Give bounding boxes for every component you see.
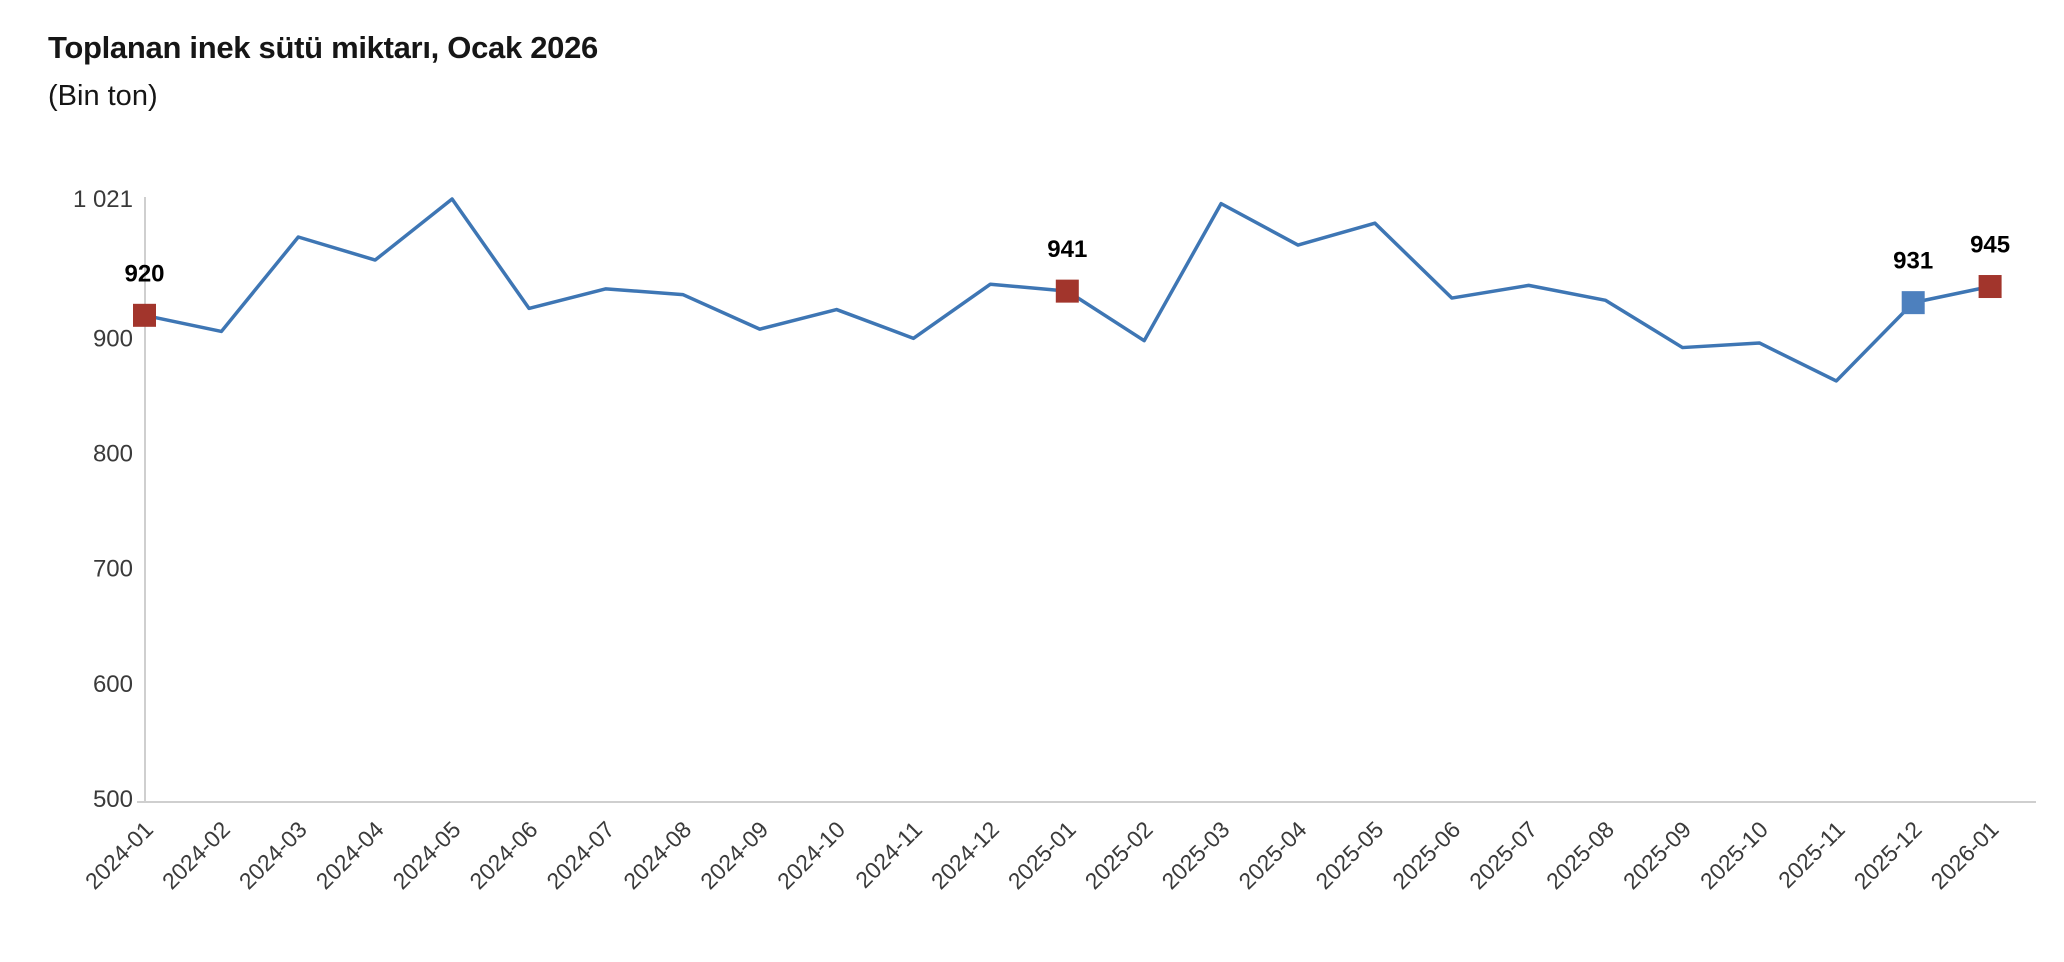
data-point-marker-2025-01[interactable]	[1055, 279, 1079, 303]
x-axis-tick-label: 2024-10	[772, 816, 850, 894]
x-axis-tick-label: 2026-01	[1926, 816, 2004, 894]
x-axis-tick-label: 2025-04	[1233, 816, 1311, 894]
x-axis-tick-label: 2025-05	[1310, 816, 1388, 894]
x-axis-tick-label: 2024-01	[80, 816, 158, 894]
y-axis-tick-label: 500	[93, 786, 133, 813]
data-point-marker-2024-01[interactable]	[133, 303, 156, 327]
data-point-label: 920	[124, 260, 164, 287]
x-axis-tick-label: 2025-09	[1618, 816, 1696, 894]
data-point-label: 945	[1970, 232, 2010, 259]
x-axis-tick-label: 2024-06	[464, 816, 542, 894]
x-axis-tick-label: 2024-07	[541, 816, 619, 894]
y-axis-tick-label: 800	[93, 441, 133, 468]
x-axis-tick-label: 2024-04	[311, 816, 389, 894]
x-axis-tick-label: 2025-06	[1387, 816, 1465, 894]
x-axis-tick-label: 2024-12	[926, 816, 1004, 894]
x-axis-tick-label: 2024-05	[388, 816, 466, 894]
y-axis-tick-label: 700	[93, 556, 133, 583]
x-axis-tick-label: 2025-10	[1695, 816, 1773, 894]
data-point-marker-2026-01[interactable]	[1978, 275, 2002, 299]
x-axis-tick-label: 2025-02	[1080, 816, 1158, 894]
chart-subtitle: (Bin ton)	[48, 79, 158, 112]
x-axis-tick-label: 2024-03	[234, 816, 312, 894]
x-axis-tick-label: 2025-12	[1849, 816, 1927, 894]
data-point-marker-2025-12[interactable]	[1901, 291, 1925, 315]
y-axis-tick-label: 900	[93, 325, 133, 352]
x-axis-tick-label: 2025-03	[1157, 816, 1235, 894]
data-point-label: 931	[1893, 248, 1933, 275]
y-axis-tick-label: 1 021	[73, 186, 133, 213]
x-axis-tick-label: 2024-09	[695, 816, 773, 894]
chart-title: Toplanan inek sütü miktarı, Ocak 2026	[48, 30, 598, 65]
x-axis-tick-label: 2024-08	[618, 816, 696, 894]
x-axis-tick-label: 2025-01	[1003, 816, 1081, 894]
x-axis-tick-label: 2025-11	[1773, 816, 1850, 893]
y-axis-tick-label: 600	[93, 671, 133, 698]
x-axis-tick-label: 2024-02	[157, 816, 235, 894]
chart-header: Toplanan inek sütü miktarı, Ocak 2026 (B…	[48, 30, 598, 113]
data-point-label: 941	[1047, 236, 1087, 263]
x-axis-tick-label: 2024-11	[850, 816, 927, 893]
x-axis-tick-label: 2025-08	[1541, 816, 1619, 894]
x-axis-tick-label: 2025-07	[1464, 816, 1542, 894]
